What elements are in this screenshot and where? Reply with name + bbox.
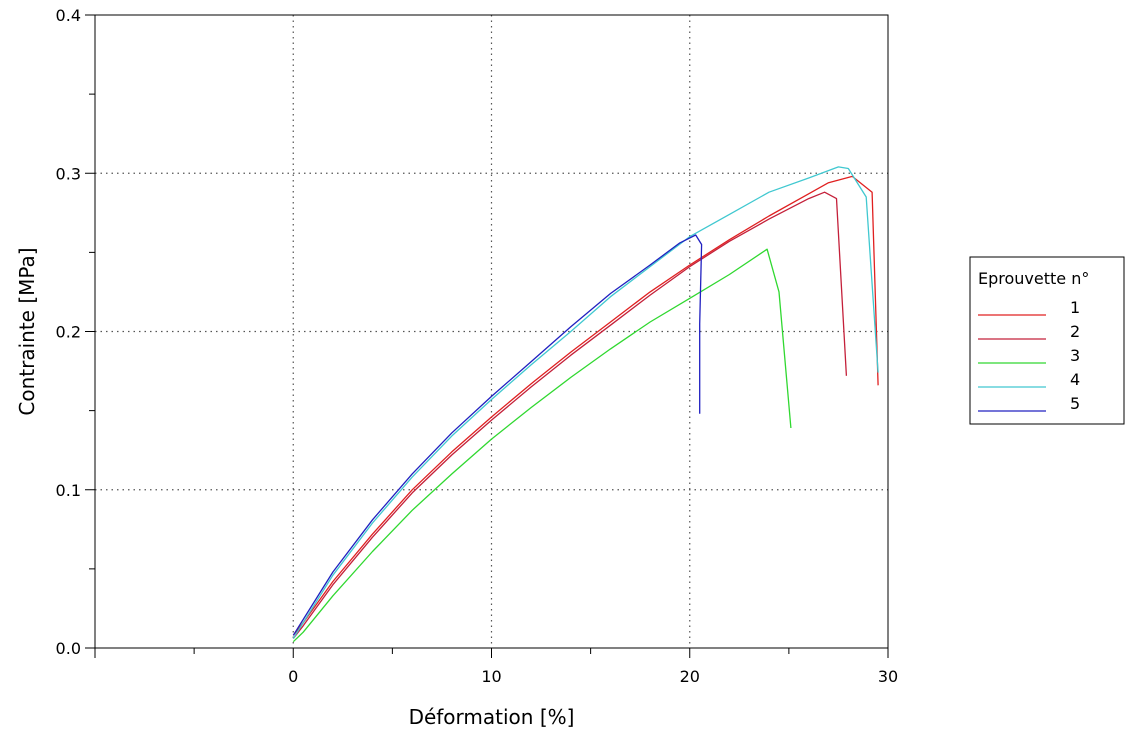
legend-label-4: 4 [1070,370,1080,389]
legend-label-1: 1 [1070,298,1080,317]
x-tick-label: 10 [481,667,501,686]
x-axis-title: Déformation [%] [409,705,575,729]
tick-labels: 0 10 20 30 0.0 0.1 0.2 0.3 0.4 [56,6,899,686]
series-line-4 [292,166,879,639]
series-line-5 [292,234,703,636]
legend: Eprouvette n° 1 2 3 4 5 [969,256,1125,425]
legend-label-3: 3 [1070,346,1080,365]
legend-title: Eprouvette n° [978,269,1089,288]
y-tick-label: 0.3 [56,164,81,183]
y-tick-label: 0.1 [56,481,81,500]
series-layer [292,166,879,643]
y-tick-label: 0.4 [56,6,81,25]
legend-items: 1 2 3 4 5 [978,298,1080,413]
x-tick-label: 0 [288,667,298,686]
y-axis-title: Contrainte [MPa] [15,247,39,415]
series-line-1 [292,175,879,636]
x-tick-label: 20 [680,667,700,686]
series-line-2 [292,191,848,639]
series-line-3 [292,248,792,643]
legend-label-2: 2 [1070,322,1080,341]
axis-ticks [85,14,889,658]
x-tick-label: 30 [878,667,898,686]
grid-lines [95,15,888,648]
y-tick-label: 0.2 [56,323,81,342]
legend-box [969,256,1125,425]
y-tick-label: 0.0 [56,639,81,658]
legend-label-5: 5 [1070,394,1080,413]
